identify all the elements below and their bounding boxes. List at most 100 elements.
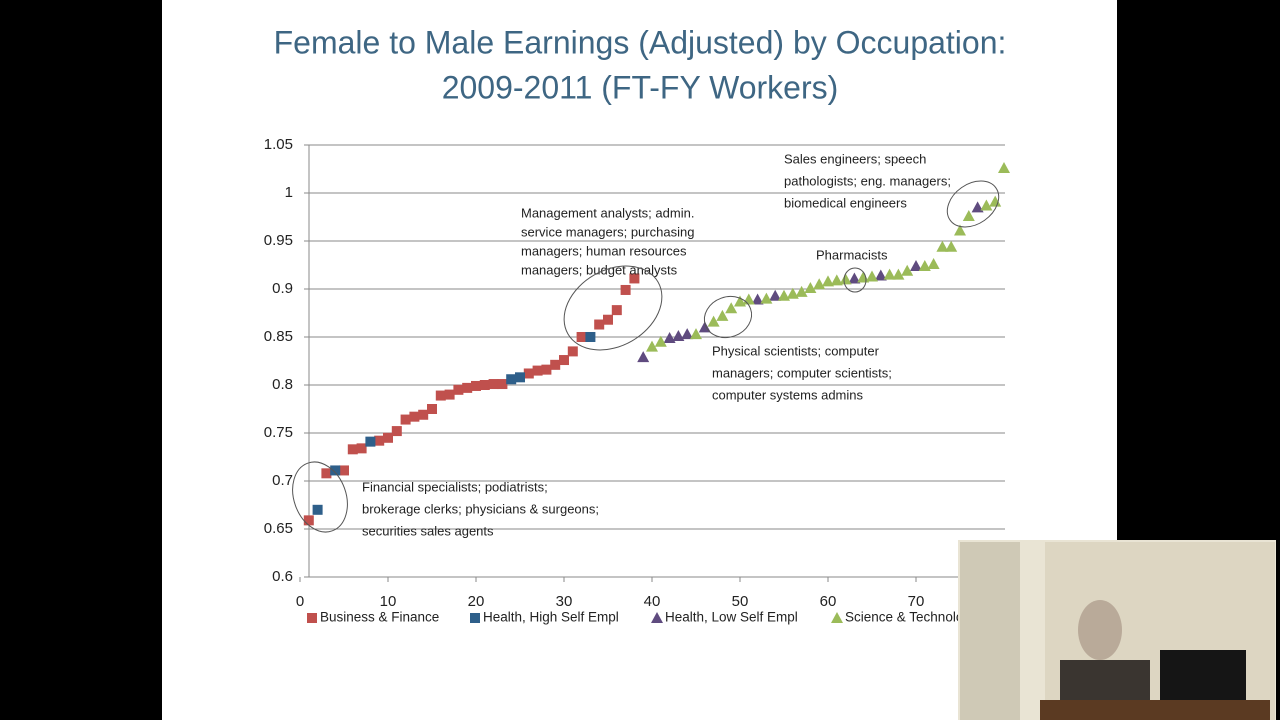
annotation: Financial specialists; podiatrists; <box>362 479 548 494</box>
point <box>620 284 631 295</box>
point <box>646 340 658 352</box>
legend-marker <box>470 613 480 623</box>
point <box>339 465 349 476</box>
chart-title: Female to Male Earnings (Adjusted) by Oc… <box>274 24 1007 60</box>
x-tick-label: 20 <box>468 593 485 610</box>
speaker-video <box>958 540 1276 720</box>
point <box>866 270 878 282</box>
point <box>409 411 420 422</box>
point <box>515 372 525 383</box>
point <box>603 314 613 325</box>
monitor <box>1160 650 1246 705</box>
point <box>672 330 685 342</box>
y-tick-label: 0.85 <box>264 328 293 345</box>
point <box>962 210 975 222</box>
annotation: pathologists; eng. managers; <box>784 173 951 188</box>
point <box>427 404 437 414</box>
point <box>998 162 1010 174</box>
point <box>374 435 385 446</box>
point <box>330 465 341 476</box>
legend-label: Health, Low Self Empl <box>665 610 798 625</box>
point <box>559 355 569 366</box>
point <box>400 414 411 425</box>
point <box>707 315 720 327</box>
x-tick-label: 60 <box>820 593 837 610</box>
chart-title: 2009-2011 (FT-FY Workers) <box>442 69 839 105</box>
point <box>830 274 843 286</box>
annotation: Sales engineers; speech <box>784 151 926 166</box>
point <box>971 201 984 213</box>
annotation: managers; budget analysts <box>521 262 678 277</box>
x-tick-label: 70 <box>908 593 925 610</box>
point <box>874 269 887 281</box>
point <box>734 295 746 307</box>
point <box>611 305 622 316</box>
legend-label: Science & Technology <box>845 610 978 625</box>
point <box>954 224 966 236</box>
x-tick-label: 30 <box>556 593 573 610</box>
point <box>927 258 940 270</box>
point <box>435 390 446 401</box>
annotation-ellipse <box>292 461 348 533</box>
point <box>576 332 587 342</box>
y-tick-label: 0.95 <box>264 232 293 249</box>
y-tick-label: 0.8 <box>272 376 293 393</box>
point <box>312 504 323 515</box>
point <box>725 302 738 314</box>
point <box>804 282 817 294</box>
point <box>910 259 922 271</box>
annotation: Physical scientists; computer <box>712 343 880 358</box>
point <box>550 359 561 370</box>
point <box>637 351 650 363</box>
point <box>471 380 481 391</box>
annotation-ellipse <box>843 267 867 293</box>
point <box>813 278 826 290</box>
y-tick-label: 1.05 <box>264 136 293 153</box>
point <box>751 293 764 305</box>
y-tick-label: 0.7 <box>272 472 293 489</box>
legend-marker <box>651 612 663 623</box>
point <box>778 289 790 301</box>
point <box>980 199 993 211</box>
point <box>321 468 332 479</box>
annotation: service managers; purchasing <box>521 224 694 239</box>
point <box>795 285 808 297</box>
point <box>462 382 473 393</box>
legend-label: Health, High Self Empl <box>483 610 619 625</box>
point <box>479 380 490 390</box>
annotation: biomedical engineers <box>784 195 907 210</box>
annotation: brokerage clerks; physicians & surgeons; <box>362 501 599 516</box>
point <box>497 379 508 390</box>
point <box>892 268 905 280</box>
annotation: Pharmacists <box>816 247 888 262</box>
point <box>391 426 402 437</box>
point <box>356 443 367 454</box>
annotation: Management analysts; admin. <box>521 205 694 220</box>
point <box>567 346 578 357</box>
annotation-ellipse <box>946 180 1000 228</box>
plot: Female to Male Earnings (Adjusted) by Oc… <box>264 24 1010 625</box>
legend-marker <box>831 612 843 623</box>
point <box>936 240 949 252</box>
point <box>629 273 640 284</box>
annotation: managers; computer scientists; <box>712 365 892 380</box>
speaker-head <box>1078 600 1122 660</box>
point <box>822 275 834 287</box>
wall-panel <box>960 542 1020 720</box>
annotation: managers; human resources <box>521 243 687 258</box>
annotation: securities sales agents <box>362 523 494 538</box>
annotation: computer systems admins <box>712 387 863 402</box>
point <box>786 287 799 299</box>
podium <box>1040 700 1270 720</box>
point <box>918 259 931 271</box>
point <box>303 515 314 526</box>
legend-marker <box>307 613 317 623</box>
point <box>418 409 429 420</box>
point <box>585 332 596 342</box>
annotation-ellipse <box>703 295 753 339</box>
point <box>532 365 543 376</box>
y-tick-label: 0.75 <box>264 424 293 441</box>
point <box>506 374 517 385</box>
x-tick-label: 0 <box>296 593 304 610</box>
